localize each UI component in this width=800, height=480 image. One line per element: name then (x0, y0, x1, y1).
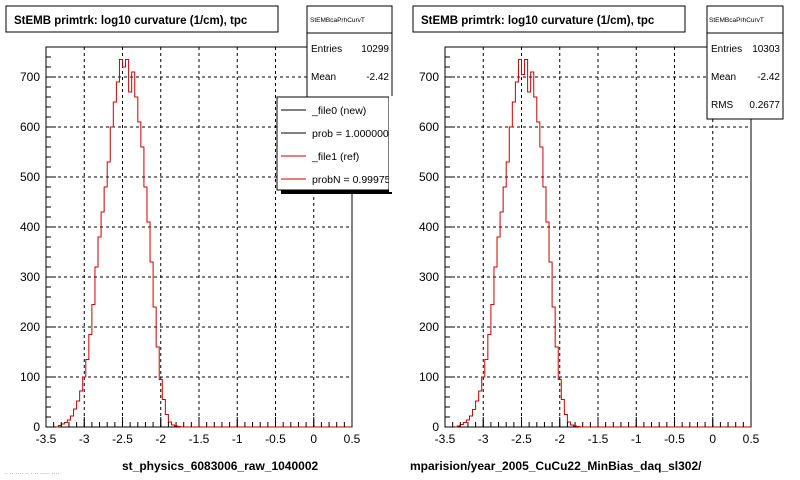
footer-faint-text: ·· ·· ···· ·· · ·· ····· ···· (4, 471, 60, 477)
left-pad: StEMB primtrk: log10 curvature (1/cm), t… (5, 5, 393, 473)
left-stats-entries-value: 10299 (361, 44, 389, 55)
right-stats-mean-value: -2.42 (757, 72, 780, 83)
right-histogram (445, 59, 751, 428)
left-x-tick-label: -0.5 (265, 432, 286, 446)
left-x-tick-label: 0.5 (344, 432, 361, 446)
right-title-box (412, 5, 686, 33)
legend-label-prob: prob = 1.000000 (312, 128, 389, 140)
right-pad: StEMB primtrk: log10 curvature (1/cm), t… (410, 5, 784, 473)
right-y-tick-label: 700 (419, 70, 439, 84)
left-histogram (46, 59, 352, 428)
right-x-tick-labels: -3.5 -3 -2.5 -2 -1.5 -1 -0.5 0 0.5 (435, 432, 760, 446)
legend-label-file1: _file1 (ref) (311, 151, 359, 163)
left-y-tick-label: 400 (20, 220, 40, 234)
right-stats-mean-label: Mean (711, 72, 736, 83)
left-y-tick-label: 100 (20, 370, 40, 384)
left-ticks (45, 46, 353, 428)
left-x-tick-label: 0 (310, 432, 317, 446)
right-stats-name: StEMBcaPrhCurvT (709, 17, 764, 24)
right-y-tick-label: 0 (432, 420, 439, 434)
right-y-tick-label: 600 (419, 120, 439, 134)
right-stats-entries-label: Entries (711, 44, 742, 55)
left-y-tick-labels: 0 100 200 300 400 500 600 700 (20, 70, 40, 434)
right-x-tick-label: -1.5 (588, 432, 609, 446)
left-x-tick-label: -2.5 (112, 432, 133, 446)
left-stats-name: StEMBcaPrhCurvT (310, 17, 365, 24)
right-y-tick-label: 500 (419, 170, 439, 184)
left-title: StEMB primtrk: log10 curvature (1/cm), t… (14, 15, 248, 27)
left-x-tick-label: -3.5 (36, 432, 57, 446)
right-ticks (444, 46, 752, 428)
right-y-tick-label: 400 (419, 220, 439, 234)
right-grid (445, 47, 751, 427)
left-y-tick-label: 500 (20, 170, 40, 184)
left-x-tick-label: -1 (232, 432, 243, 446)
left-y-tick-label: 300 (20, 270, 40, 284)
left-y-tick-label: 700 (20, 70, 40, 84)
right-x-tick-label: 0.5 (743, 432, 760, 446)
legend-label-probn: probN = 0.99975 (312, 174, 391, 186)
left-x-tick-label: -1.5 (189, 432, 210, 446)
left-x-tick-label: -3 (79, 432, 90, 446)
left-x-axis-label: st_physics_6083006_raw_1040002 (122, 459, 318, 473)
left-y-tick-label: 0 (33, 420, 40, 434)
left-stats-entries-label: Entries (311, 44, 342, 55)
right-y-tick-label: 300 (419, 270, 439, 284)
right-x-tick-label: -0.5 (664, 432, 685, 446)
right-x-tick-label: -3.5 (435, 432, 456, 446)
right-title: StEMB primtrk: log10 curvature (1/cm), t… (421, 15, 655, 27)
right-y-tick-label: 200 (419, 320, 439, 334)
left-stats-box: StEMBcaPrhCurvT Entries 10299 Mean -2.42 (306, 5, 393, 106)
right-x-tick-label: -2 (554, 432, 565, 446)
left-title-box (5, 5, 279, 33)
right-x-tick-label: 0 (709, 432, 716, 446)
right-series-0-line (445, 59, 751, 428)
right-x-tick-label: -3 (478, 432, 489, 446)
right-x-tick-label: -1 (631, 432, 642, 446)
left-series-0-line (46, 59, 352, 428)
left-y-tick-label: 200 (20, 320, 40, 334)
right-y-tick-label: 100 (419, 370, 439, 384)
left-x-tick-label: -2 (155, 432, 166, 446)
right-stats-rms-label: RMS (711, 100, 734, 111)
right-stats-entries-value: 10303 (752, 44, 780, 55)
right-stats-box: StEMBcaPrhCurvT Entries 10303 Mean -2.42… (706, 5, 784, 120)
right-plot-frame (444, 46, 752, 428)
left-stats-mean-label: Mean (311, 72, 336, 83)
right-x-tick-label: -2.5 (511, 432, 532, 446)
right-x-axis-label: mparision/year_2005_CuCu22_MinBias_daq_s… (410, 459, 702, 473)
legend-label-file0: _file0 (new) (311, 105, 366, 117)
left-x-tick-labels: -3.5 -3 -2.5 -2 -1.5 -1 -0.5 0 0.5 (36, 432, 361, 446)
right-stats-rms-value: 0.2677 (749, 100, 780, 111)
left-legend: _file0 (new) prob = 1.000000 _file1 (ref… (276, 96, 393, 194)
left-stats-mean-value: -2.42 (366, 72, 389, 83)
left-y-tick-label: 600 (20, 120, 40, 134)
right-y-tick-labels: 0 100 200 300 400 500 600 700 (419, 70, 439, 434)
